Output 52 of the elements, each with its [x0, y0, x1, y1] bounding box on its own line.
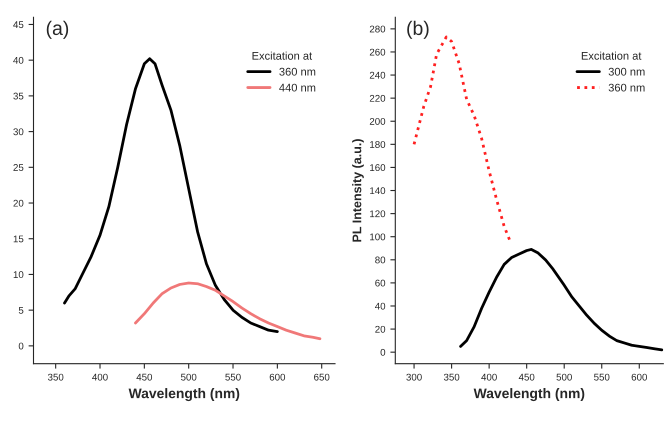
x-tick-label: 500: [556, 374, 572, 381]
y-tick-label: 45: [13, 21, 24, 28]
x-tick-label: 400: [92, 374, 108, 381]
y-tick-label: 25: [13, 164, 24, 171]
x-tick-label: 300: [406, 374, 422, 381]
y-tick-label: 0: [380, 348, 386, 356]
legend-label: 360 nm: [279, 68, 316, 76]
x-tick-label: 400: [481, 374, 497, 381]
y-tick-label: 40: [374, 302, 386, 310]
y-tick-label: 180: [370, 141, 386, 148]
y-tick-label: 280: [370, 26, 386, 32]
x-tick-label: 500: [180, 374, 196, 381]
x-axis-title: Wavelength (nm): [128, 388, 240, 402]
y-tick-label: 140: [370, 187, 386, 194]
y-tick-label: 0: [18, 342, 24, 350]
y-tick-label: 35: [13, 92, 24, 100]
y-axis-title: PL Intensity (a.u.): [352, 139, 364, 242]
x-tick-label: 350: [444, 374, 460, 381]
y-tick-label: 220: [370, 94, 386, 102]
line-series: [134, 282, 322, 340]
y-tick-label: 160: [370, 164, 386, 172]
x-tick-label: 650: [314, 374, 330, 381]
legend-title: Excitation at: [582, 52, 642, 60]
line-series: [459, 248, 664, 352]
y-tick-label: 30: [13, 128, 24, 136]
y-tick-label: 260: [370, 48, 386, 56]
y-tick-label: 20: [375, 326, 386, 333]
y-tick-label: 15: [14, 236, 24, 242]
y-tick-label: 200: [370, 118, 386, 125]
legend-title: Excitation at: [252, 52, 312, 60]
x-axis-title: Wavelength (nm): [474, 388, 584, 402]
legend-label: 360 nm: [608, 84, 645, 92]
x-tick-label: 550: [225, 374, 241, 381]
y-tick-label: 60: [375, 280, 386, 287]
x-tick-label: 350: [48, 374, 64, 381]
annotation: (b): [407, 20, 429, 39]
legend-label: 300 nm: [608, 68, 645, 76]
y-tick-label: 100: [370, 233, 386, 240]
x-tick-label: 450: [518, 374, 534, 381]
y-tick-label: 120: [370, 210, 386, 218]
x-tick-label: 550: [594, 374, 610, 381]
x-tick-label: 450: [136, 374, 152, 381]
y-tick-label: 40: [13, 56, 24, 64]
y-tick-label: 5: [18, 306, 24, 314]
annotation: (a): [46, 20, 68, 39]
y-tick-label: 240: [370, 72, 386, 79]
y-tick-label: 80: [375, 256, 386, 264]
x-tick-label: 600: [632, 374, 648, 381]
y-tick-label: 10: [14, 271, 24, 278]
legend-label: 440 nm: [279, 84, 316, 92]
x-tick-label: 600: [270, 374, 286, 381]
y-tick-label: 20: [13, 200, 24, 207]
